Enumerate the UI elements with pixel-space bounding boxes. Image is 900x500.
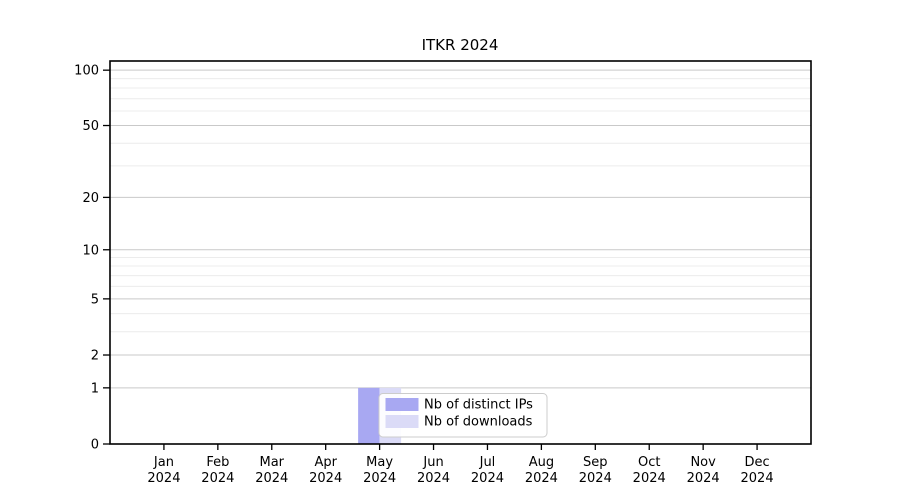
y-tick-label-50: 50 (82, 119, 99, 134)
bar-nb-of-distinct-ips-may-2024 (358, 387, 380, 444)
y-tick-label-10: 10 (82, 243, 99, 258)
x-tick-label-month-jul-2024: Jul (479, 455, 496, 470)
x-tick-label-year-jun-2024: 2024 (417, 471, 450, 486)
x-tick-label-year-feb-2024: 2024 (201, 471, 234, 486)
x-tick-label-year-jul-2024: 2024 (471, 471, 504, 486)
x-tick-label-month-may-2024: May (366, 455, 393, 470)
y-tick-label-20: 20 (82, 191, 99, 206)
x-tick-label-month-oct-2024: Oct (638, 455, 660, 470)
x-tick-label-month-feb-2024: Feb (206, 455, 229, 470)
y-tick-label-1: 1 (91, 381, 99, 396)
x-tick-label-month-jan-2024: Jan (153, 455, 174, 470)
axes-frame (109, 60, 812, 445)
x-tick-label-month-dec-2024: Dec (744, 455, 769, 470)
legend-swatch-nb-of-downloads (385, 415, 419, 428)
legend-label-nb-of-downloads: Nb of downloads (424, 415, 533, 430)
y-tick-label-5: 5 (91, 292, 99, 307)
chart-title: ITKR 2024 (422, 36, 499, 54)
y-tick-label-0: 0 (91, 438, 99, 453)
x-tick-label-month-nov-2024: Nov (690, 455, 716, 470)
y-tick-label-100: 100 (74, 64, 99, 79)
x-tick-label-year-mar-2024: 2024 (255, 471, 288, 486)
y-tick-label-2: 2 (91, 349, 99, 364)
plot-area: 0125102050100Jan2024Feb2024Mar2024Apr202… (74, 60, 812, 486)
x-tick-label-year-sep-2024: 2024 (579, 471, 612, 486)
x-tick-label-month-aug-2024: Aug (529, 455, 554, 470)
x-tick-label-month-sep-2024: Sep (583, 455, 608, 470)
legend-box (378, 393, 548, 438)
x-tick-label-year-jan-2024: 2024 (147, 471, 180, 486)
x-tick-label-month-mar-2024: Mar (260, 455, 285, 470)
x-tick-label-year-dec-2024: 2024 (741, 471, 774, 486)
x-tick-label-year-nov-2024: 2024 (687, 471, 720, 486)
x-tick-label-year-oct-2024: 2024 (633, 471, 666, 486)
x-tick-label-year-apr-2024: 2024 (309, 471, 342, 486)
x-tick-label-year-may-2024: 2024 (363, 471, 396, 486)
x-tick-label-month-jun-2024: Jun (422, 455, 443, 470)
x-tick-label-month-apr-2024: Apr (314, 455, 337, 470)
x-tick-label-year-aug-2024: 2024 (525, 471, 558, 486)
legend-swatch-nb-of-distinct-ips (385, 398, 419, 411)
legend-label-nb-of-distinct-ips: Nb of distinct IPs (424, 398, 533, 413)
